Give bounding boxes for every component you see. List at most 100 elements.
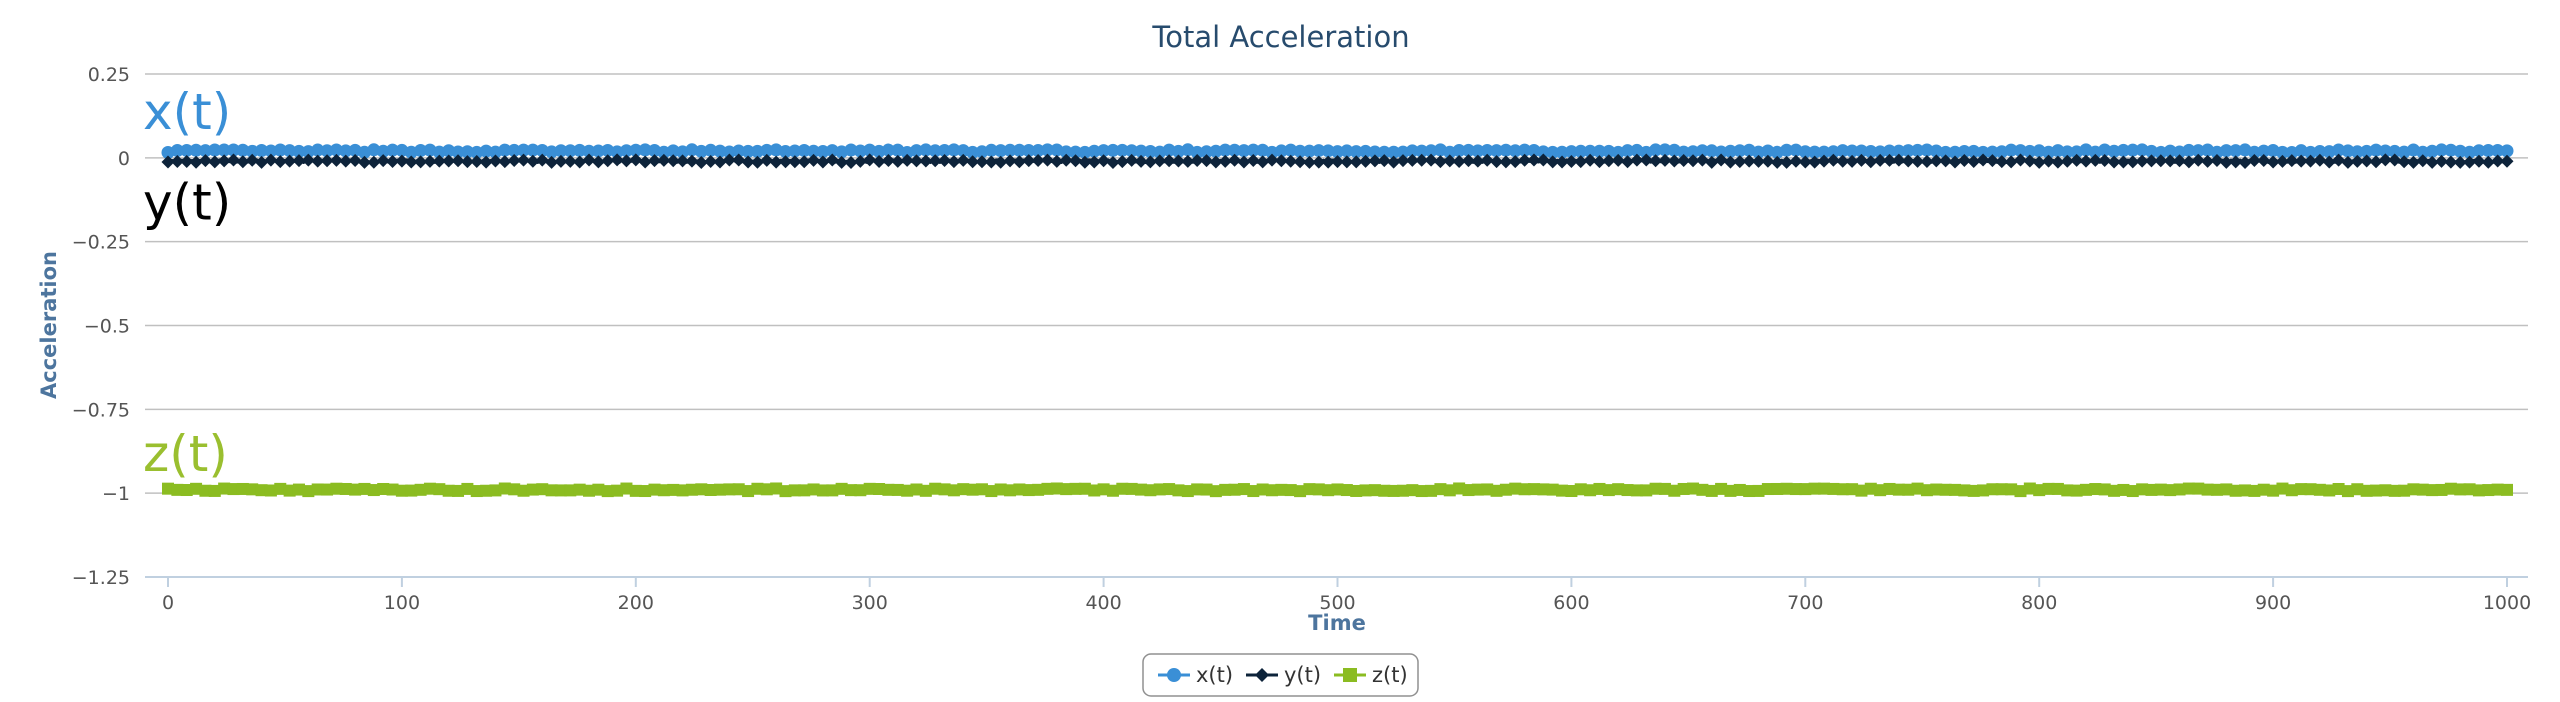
data-point <box>648 154 662 168</box>
data-point <box>592 483 605 496</box>
data-point <box>1864 482 1877 495</box>
data-point <box>1555 145 1569 159</box>
data-point <box>750 155 764 169</box>
data-point <box>1780 143 1794 157</box>
data-point <box>2491 483 2504 496</box>
data-point <box>470 485 483 498</box>
data-point <box>750 144 764 158</box>
data-point <box>2126 143 2140 157</box>
data-point <box>1546 483 1559 496</box>
data-point <box>2220 483 2233 496</box>
data-point <box>1649 482 1662 495</box>
data-point <box>1396 484 1409 497</box>
data-point <box>2276 482 2289 495</box>
data-point <box>1377 154 1391 168</box>
data-point <box>489 484 502 497</box>
data-point <box>1078 482 1091 495</box>
x-tick-label: 800 <box>2021 592 2057 614</box>
data-point <box>1069 154 1083 168</box>
data-point <box>638 155 652 169</box>
data-point <box>1387 484 1400 497</box>
data-point <box>619 154 633 168</box>
data-point <box>1012 143 1026 157</box>
data-point <box>1864 155 1878 169</box>
data-point <box>2463 155 2477 169</box>
data-point <box>1331 483 1344 496</box>
legend-item-yt: y(t) <box>1246 663 1321 687</box>
data-point <box>2182 155 2196 169</box>
data-point <box>508 483 521 496</box>
y-tick-label: 0 <box>118 148 130 170</box>
data-point <box>479 155 493 169</box>
data-point <box>162 482 174 495</box>
data-point <box>2351 483 2364 496</box>
data-point <box>1106 155 1120 169</box>
data-point <box>2042 482 2055 495</box>
data-point <box>1265 153 1279 167</box>
data-point <box>1902 483 1915 496</box>
data-point <box>2416 154 2430 168</box>
data-point <box>498 143 512 157</box>
data-point <box>2416 483 2429 496</box>
data-point <box>1677 153 1691 167</box>
data-point <box>1022 154 1036 168</box>
data-point <box>302 485 315 498</box>
data-point <box>994 155 1008 169</box>
data-point <box>1284 484 1297 497</box>
data-point <box>180 143 194 157</box>
data-point <box>1873 153 1887 167</box>
data-point <box>873 482 886 495</box>
data-point <box>863 153 877 167</box>
x-tick-label: 500 <box>1319 592 1355 614</box>
data-point <box>1031 144 1045 158</box>
data-point <box>1237 144 1251 158</box>
data-point <box>292 154 306 168</box>
data-point <box>1415 153 1429 167</box>
data-point <box>2426 484 2439 497</box>
data-point <box>1256 483 1269 496</box>
data-point <box>311 483 324 496</box>
data-point <box>835 155 849 169</box>
x-tick-label: 700 <box>1787 592 1823 614</box>
data-point <box>367 155 381 169</box>
data-point <box>2491 144 2505 158</box>
data-point <box>1415 144 1429 158</box>
data-point <box>2060 154 2074 168</box>
data-point <box>2481 155 2495 169</box>
data-point <box>554 154 568 168</box>
data-point <box>451 154 465 168</box>
data-point <box>1957 144 1971 158</box>
y-axis-title: Acceleration <box>37 251 61 399</box>
data-point <box>2238 155 2252 169</box>
data-point <box>470 154 484 168</box>
data-point <box>1714 145 1728 159</box>
data-point <box>1723 144 1737 158</box>
data-point <box>1499 483 1512 496</box>
data-point <box>2136 483 2149 496</box>
data-point <box>423 154 437 168</box>
data-point <box>264 144 278 158</box>
data-point <box>1200 483 1213 496</box>
data-point <box>1696 483 1709 496</box>
data-point <box>2192 482 2205 495</box>
data-point <box>1143 155 1157 169</box>
data-point <box>190 482 203 495</box>
data-point <box>956 153 970 167</box>
data-point <box>881 143 895 157</box>
data-point <box>1920 143 1934 157</box>
data-point <box>339 482 352 495</box>
legend-label: z(t) <box>1372 663 1408 687</box>
data-point <box>2060 145 2074 159</box>
legend-marker <box>1255 668 1269 682</box>
data-point <box>1574 144 1588 158</box>
data-point <box>807 153 821 167</box>
data-point <box>1658 482 1671 495</box>
data-point <box>301 153 315 167</box>
data-point <box>2378 153 2392 167</box>
data-point <box>1799 483 1812 496</box>
data-point <box>713 144 727 158</box>
data-point <box>2425 155 2439 169</box>
data-point <box>891 154 905 168</box>
data-point <box>788 144 802 158</box>
data-point <box>1995 155 2009 169</box>
